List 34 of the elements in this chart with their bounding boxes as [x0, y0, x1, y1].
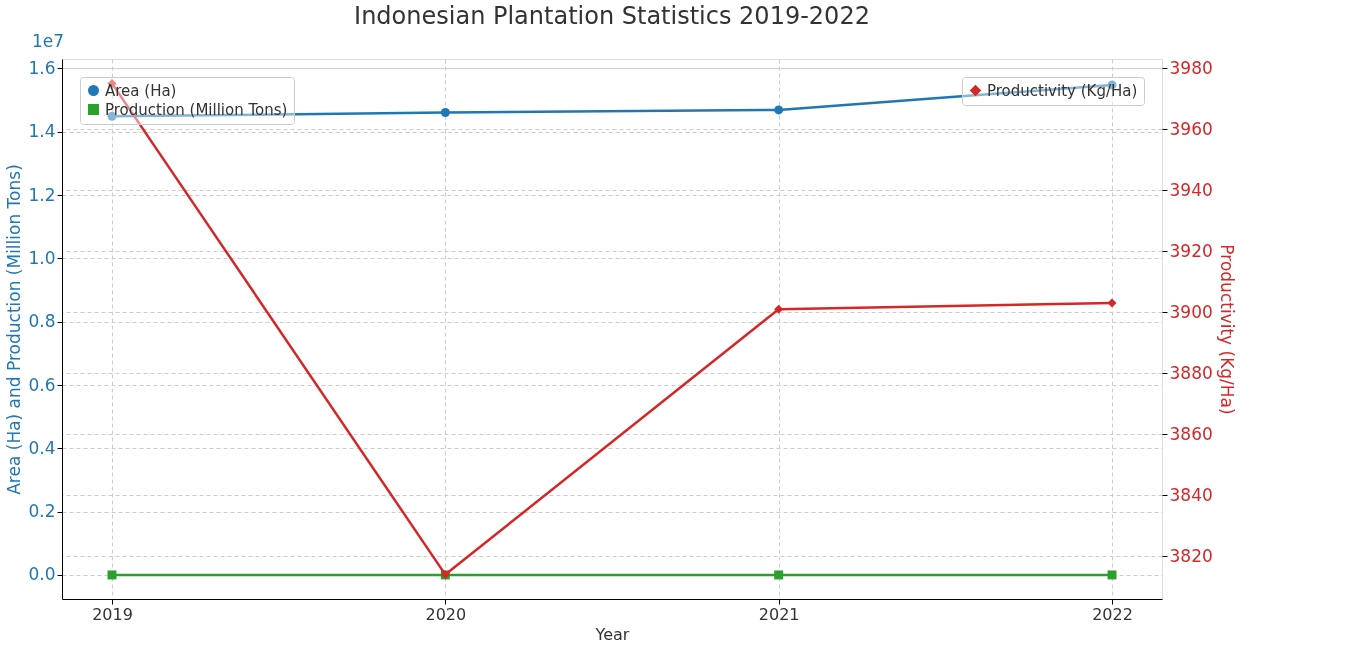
y2-tick-label: 3900: [1169, 301, 1213, 322]
y-tick-label: 1.4: [28, 121, 56, 142]
point: [774, 570, 784, 580]
y-tick-label: 0.2: [28, 501, 56, 522]
y2-tick-label: 3820: [1169, 545, 1213, 566]
point: [107, 570, 117, 580]
chart-title: Indonesian Plantation Statistics 2019-2022: [354, 2, 870, 30]
y2-tick-label: 3980: [1169, 57, 1213, 78]
y2-tick-label: 3840: [1169, 484, 1213, 505]
y2-axis-title: Productivity (Kg/Ha): [1216, 244, 1237, 415]
point: [774, 304, 784, 314]
x-tick-label: 2019: [92, 604, 133, 624]
y-tick-label: 1.6: [28, 58, 56, 78]
y2-tick-label: 3920: [1169, 240, 1213, 261]
text: 1e7: [32, 31, 65, 51]
y-tick-label: 0.0: [28, 564, 56, 585]
y-tick-label: 0.6: [28, 374, 56, 395]
y-tick-label: 1.2: [28, 184, 56, 205]
y-axis-title: Area (Ha) and Production (Million Tons): [4, 164, 25, 495]
y2-tick-label: 3880: [1169, 362, 1213, 383]
y2-tick-label: 3940: [1169, 179, 1213, 200]
y2-tick-label: 3860: [1169, 423, 1213, 444]
y-tick-label: 0.8: [28, 311, 56, 332]
y2-tick-label: 3960: [1169, 118, 1213, 139]
point: [1107, 570, 1117, 580]
point: [1107, 298, 1117, 308]
x-tick-label: 2021: [758, 604, 800, 624]
point: [774, 105, 784, 115]
y-tick-label: 1.0: [28, 247, 56, 268]
x-tick-label: 2020: [425, 604, 467, 624]
x-axis-title: Year: [594, 624, 630, 644]
x-tick-label: 2022: [1092, 604, 1133, 624]
point: [440, 108, 450, 117]
y-tick-label: 0.4: [28, 437, 56, 458]
